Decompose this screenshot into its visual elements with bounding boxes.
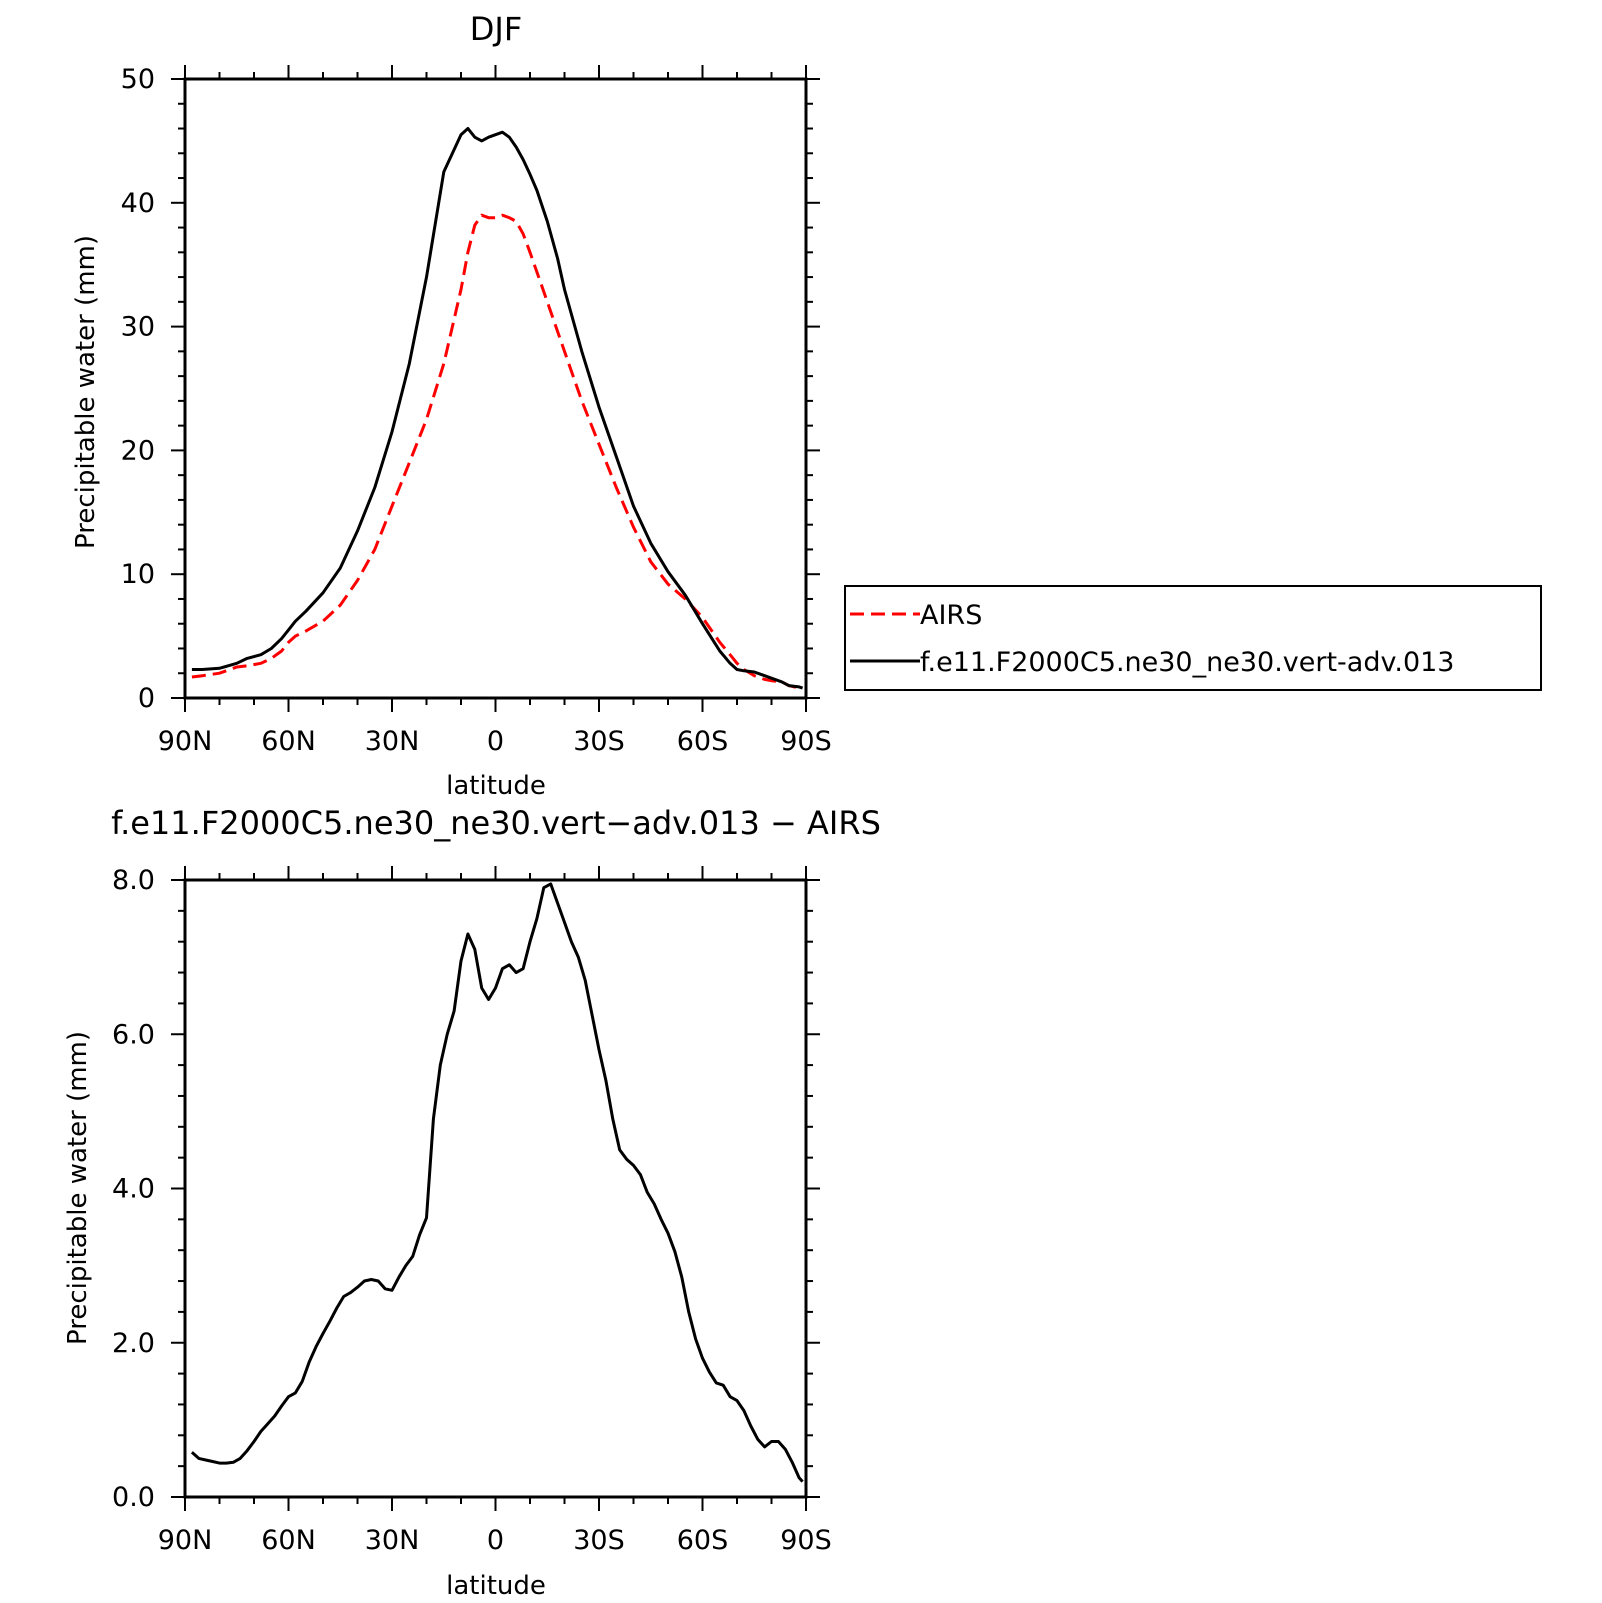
y-tick-label: 10: [121, 559, 155, 590]
x-tick-label: 90S: [780, 1525, 832, 1556]
y-tick-label: 8.0: [112, 865, 155, 896]
x-tick-label: 60S: [677, 726, 729, 757]
y-tick-label: 20: [121, 435, 155, 466]
series-line-airs: [191, 213, 804, 691]
difference-chart-y-axis-label: Precipitable water (mm): [63, 1031, 93, 1345]
y-tick-label: 30: [121, 312, 155, 343]
y-tick-label: 6.0: [112, 1019, 155, 1050]
x-tick-label: 30S: [573, 726, 625, 757]
x-tick-label: 90N: [158, 1525, 213, 1556]
djf-chart-axes: 90N 60N 30N 0 30S 60S 90S 0 10 20 30 40 50: [121, 64, 832, 757]
legend-model-label: f.e11.F2000C5.ne30_ne30.vert-adv.013: [920, 647, 1454, 678]
y-tick-label: 40: [121, 188, 155, 219]
djf-chart-series: [191, 127, 804, 691]
x-tick-label: 90S: [780, 726, 832, 757]
x-tick-label: 30N: [365, 726, 420, 757]
djf-chart-title: DJF: [470, 10, 522, 48]
x-tick-label: 30N: [365, 1525, 420, 1556]
difference-chart-series: [190, 882, 804, 1483]
y-tick-label: 50: [121, 64, 155, 95]
x-tick-label: 60S: [677, 1525, 729, 1556]
djf-chart-y-axis-label: Precipitable water (mm): [71, 235, 101, 549]
y-tick-label: 2.0: [112, 1328, 155, 1359]
legend: AIRS f.e11.F2000C5.ne30_ne30.vert-adv.01…: [844, 585, 1542, 691]
plot-frame: [183, 77, 808, 700]
x-tick-label: 0: [487, 726, 504, 757]
series-line-f-e11-f2000c5-ne30-ne30-vert-adv-013: [191, 127, 804, 690]
legend-airs-label: AIRS: [920, 600, 982, 631]
plot-frame: [183, 878, 808, 1499]
djf-chart-x-axis-label: latitude: [446, 771, 546, 801]
x-tick-label: 60N: [261, 1525, 316, 1556]
difference-chart-title: f.e11.F2000C5.ne30_ne30.vert−adv.013 − A…: [111, 804, 881, 842]
difference-chart: f.e11.F2000C5.ne30_ne30.vert−adv.013 − A…: [63, 804, 881, 1601]
series-line-difference: [190, 882, 804, 1483]
djf-chart: DJF 90N 60N 30N 0 30S 60S 90S 0 10 20 30 40 50 latit…: [71, 10, 832, 801]
y-tick-label: 0.0: [112, 1482, 155, 1513]
y-tick-label: 0: [138, 683, 155, 714]
difference-chart-x-axis-label: latitude: [446, 1571, 546, 1601]
x-tick-label: 90N: [158, 726, 213, 757]
difference-chart-axes: 90N 60N 30N 0 30S 60S 90S 0.0 2.0 4.0 6.0 8.0: [112, 865, 832, 1556]
x-tick-label: 30S: [573, 1525, 625, 1556]
legend-box: [844, 585, 1542, 691]
x-tick-label: 0: [487, 1525, 504, 1556]
x-tick-label: 60N: [261, 726, 316, 757]
y-tick-label: 4.0: [112, 1174, 155, 1205]
